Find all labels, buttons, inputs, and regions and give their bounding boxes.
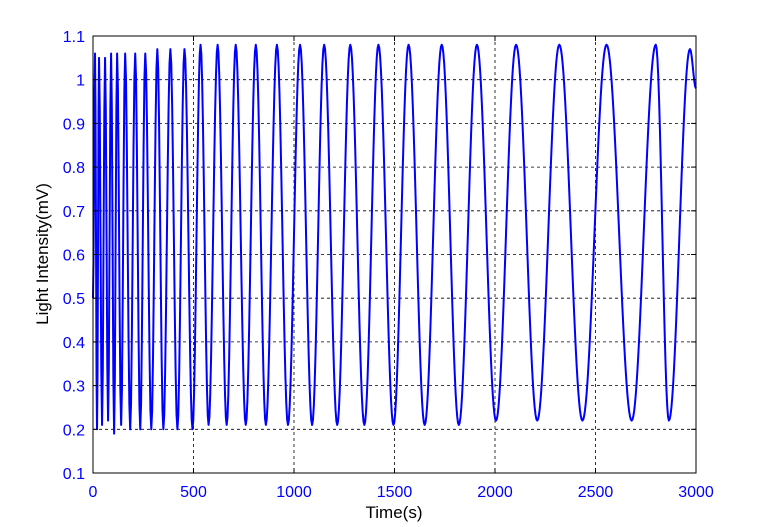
x-tick-label: 2500 xyxy=(578,484,614,501)
grid-lines xyxy=(93,36,696,473)
y-tick-label: 0.2 xyxy=(63,422,85,439)
x-tick-label: 3000 xyxy=(678,484,714,501)
x-tick-label: 500 xyxy=(180,484,207,501)
y-tick-label: 0.9 xyxy=(63,116,85,133)
x-tick-label: 0 xyxy=(89,484,98,501)
y-tick-label: 0.1 xyxy=(63,466,85,483)
x-tick-label: 1500 xyxy=(377,484,413,501)
x-tick-label: 1000 xyxy=(276,484,312,501)
y-tick-label: 1.1 xyxy=(63,29,85,46)
y-axis-ticks: 0.1 0.2 0.3 0.4 0.5 0.6 0.7 0.8 0.9 1 1.1 xyxy=(63,29,696,483)
y-tick-label: 0.8 xyxy=(63,160,85,177)
y-tick-label: 0.5 xyxy=(63,291,85,308)
y-axis-label: Light Intensity(mV) xyxy=(33,183,52,325)
x-axis-label: Time(s) xyxy=(366,503,423,522)
y-tick-label: 0.6 xyxy=(63,248,85,265)
y-tick-label: 0.4 xyxy=(63,335,85,352)
y-tick-label: 0.3 xyxy=(63,379,85,396)
x-tick-label: 2000 xyxy=(477,484,513,501)
y-tick-label: 1 xyxy=(76,73,85,90)
series-line xyxy=(92,43,697,435)
y-tick-label: 0.7 xyxy=(63,204,85,221)
x-axis-ticks: 0 500 1000 1500 2000 2500 3000 xyxy=(89,36,714,501)
